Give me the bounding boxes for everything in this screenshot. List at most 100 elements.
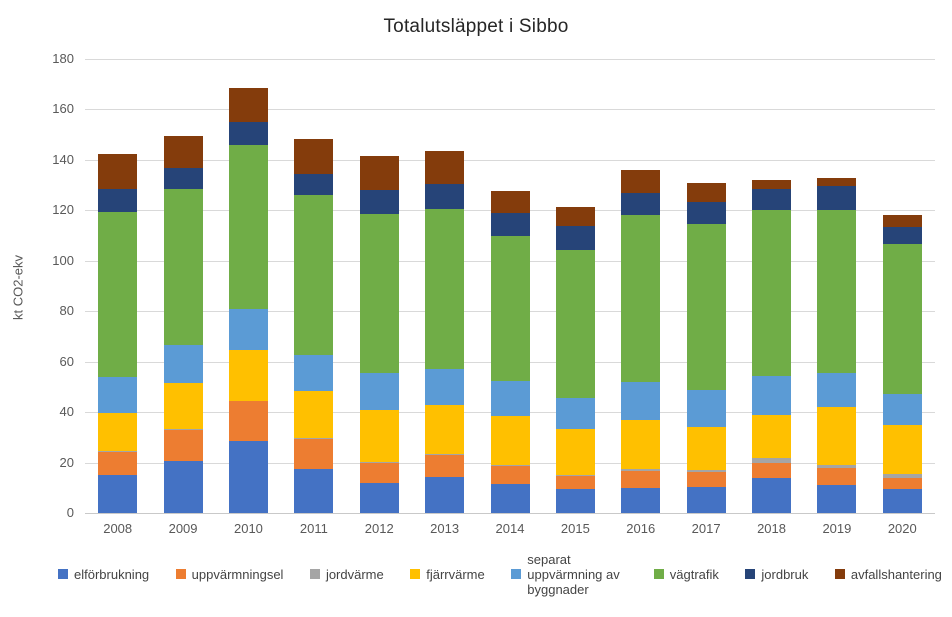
bar-segment	[294, 355, 334, 391]
legend-item: uppvärmningsel	[175, 567, 283, 582]
bar-segment	[686, 472, 726, 487]
bar-segment	[752, 188, 792, 211]
legend-item: fjärrvärme	[410, 567, 485, 582]
bar-segment	[490, 416, 530, 465]
bar-segment	[555, 488, 595, 513]
legend-label: fjärrvärme	[426, 566, 485, 582]
y-tick-label: 140	[52, 151, 74, 167]
bar-segment	[425, 209, 465, 370]
bar-segment	[621, 470, 661, 488]
x-tick-label: 2016	[626, 521, 656, 536]
x-tick-label: 2013	[430, 521, 460, 536]
stacked-bar-2010	[228, 59, 268, 513]
legend-item: vägtrafik	[653, 566, 719, 582]
legend-swatch-icon	[58, 569, 68, 579]
bar-segment	[555, 476, 595, 489]
bar-segment	[359, 462, 399, 483]
bar-segment	[817, 467, 857, 485]
bar-segment	[294, 439, 334, 469]
bar-segment	[752, 210, 792, 376]
legend-swatch-icon	[309, 569, 320, 579]
legend-label: separat uppvärmning av byggnader	[527, 551, 620, 597]
bar-segment	[555, 429, 595, 476]
legend-item: separat uppvärmning av byggnader	[511, 552, 627, 597]
bar-segment	[882, 424, 922, 474]
bar-segment	[686, 224, 726, 391]
x-tick-label: 2008	[103, 521, 133, 536]
bar-segment	[228, 400, 268, 402]
bar-segment	[621, 170, 661, 193]
bar-segment	[621, 419, 661, 470]
bar-segment	[882, 488, 922, 513]
bar-segment	[359, 156, 399, 191]
bar-segment	[882, 244, 922, 395]
gridline	[85, 159, 935, 161]
stacked-bar-2016	[621, 59, 661, 513]
gridline	[85, 109, 935, 111]
bar-segment	[163, 461, 203, 513]
stacked-bar-2011	[294, 59, 334, 513]
legend-label: jordbruk	[761, 566, 809, 582]
bar-segment	[228, 441, 268, 513]
legend-label: vägtrafik	[669, 566, 719, 582]
bar-segment	[686, 486, 726, 513]
legend-swatch-icon	[511, 569, 522, 579]
bar-segment	[621, 192, 661, 216]
gridline	[85, 59, 935, 60]
legend-swatch-icon	[834, 569, 845, 579]
bar-segment	[98, 188, 138, 212]
y-tick-label: 180	[52, 51, 74, 66]
x-tick-label: 2019	[822, 521, 852, 536]
legend-label: elförbrukning	[74, 566, 150, 582]
bar-segment	[294, 195, 334, 356]
x-tick-label: 2015	[560, 521, 590, 536]
bar-segment	[425, 477, 465, 513]
bar-segment	[882, 226, 922, 245]
bar-segment	[98, 475, 138, 513]
bar-segment	[752, 414, 792, 459]
bar-segment	[163, 345, 203, 384]
bar-segment	[163, 167, 203, 189]
bar-segment	[621, 469, 661, 471]
bar-segment	[359, 482, 399, 513]
bar-segment	[98, 376, 138, 414]
bar-segment	[621, 487, 661, 513]
bar-segment	[98, 211, 138, 377]
x-tick-label: 2010	[233, 521, 263, 536]
bar-segment	[490, 212, 530, 236]
bar-segment	[490, 191, 530, 213]
legend-label: avfallshantering	[850, 566, 942, 582]
legend-item: jordbruk	[745, 567, 808, 582]
bar-segment	[163, 383, 203, 430]
bar-segment	[752, 477, 792, 513]
bar-segment	[163, 429, 203, 430]
stacked-bar-2015	[555, 59, 595, 513]
y-tick-label: 40	[59, 404, 74, 420]
legend-swatch-icon	[410, 569, 421, 579]
bar-segment	[555, 206, 595, 226]
legend-swatch-icon	[745, 569, 756, 579]
y-tick-label: 160	[52, 101, 74, 117]
bar-segment	[817, 484, 857, 513]
stacked-bar-2018	[752, 59, 792, 513]
bar-segment	[359, 373, 399, 410]
bar-segment	[98, 153, 138, 189]
stacked-bar-2019	[817, 59, 857, 513]
bar-segment	[555, 398, 595, 430]
x-tick-label: 2018	[757, 521, 786, 536]
bar-segment	[752, 375, 792, 415]
bar-segment	[490, 380, 530, 417]
stacked-bar-2009	[163, 59, 203, 513]
legend-swatch-icon	[653, 569, 664, 579]
bar-segment	[621, 215, 661, 383]
legend: elförbrukning uppvärmningsel jordvärme fjär…	[58, 545, 942, 603]
bar-segment	[294, 138, 334, 174]
bar-segment	[686, 469, 726, 473]
x-tick-label: 2020	[887, 521, 917, 536]
y-axis-title: kt CO2-ekv	[10, 255, 26, 321]
bar-segment	[425, 404, 465, 454]
bar-segment	[228, 401, 268, 442]
x-tick-label: 2014	[495, 521, 525, 536]
bar-segment	[817, 373, 857, 408]
